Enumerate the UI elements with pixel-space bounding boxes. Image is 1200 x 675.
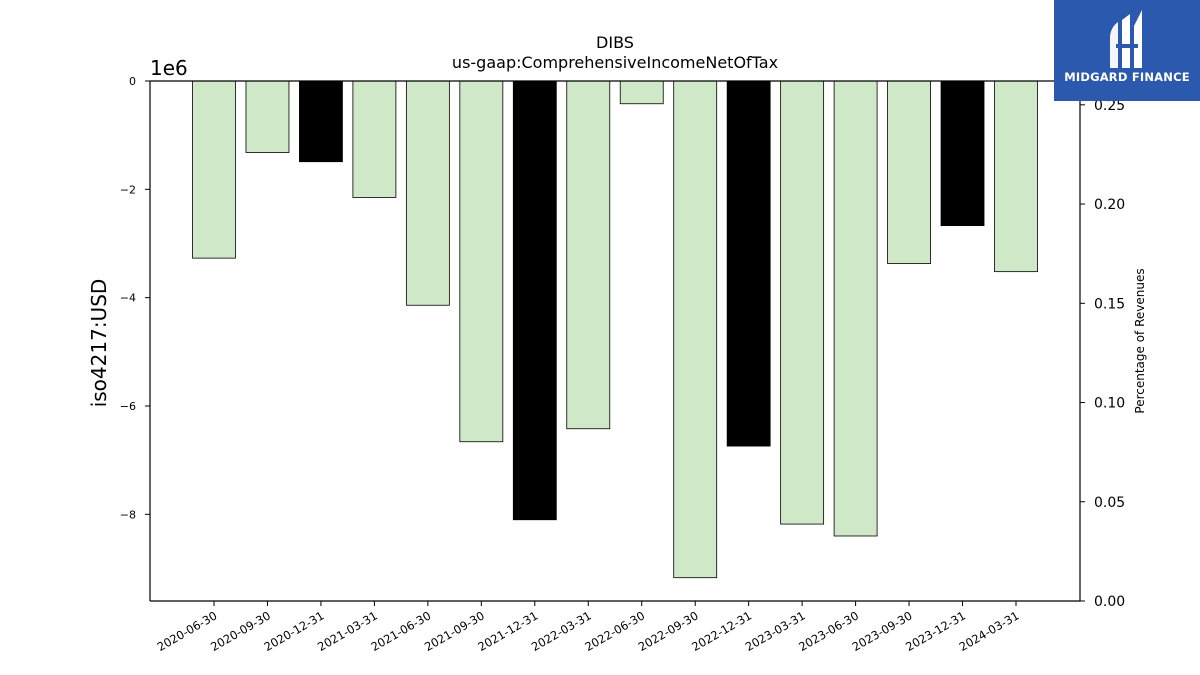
logo-text: MIDGARD FINANCE xyxy=(1064,70,1190,84)
x-tick-label: 2024-03-31 xyxy=(957,608,1022,654)
bar xyxy=(245,80,290,153)
bar xyxy=(352,80,397,198)
x-tick-label: 2022-12-31 xyxy=(689,608,754,654)
bar xyxy=(887,80,931,264)
y2-tick-label: 0.20 xyxy=(1094,197,1125,213)
midgard-mark-icon xyxy=(1110,10,1142,68)
x-tick-label: 2021-06-30 xyxy=(368,608,433,654)
chart-subtitle: us-gaap:ComprehensiveIncomeNetOfTax xyxy=(452,53,778,72)
x-tick-label: 2020-06-30 xyxy=(155,608,220,654)
y-tick-label: −4 xyxy=(120,292,136,305)
bar xyxy=(780,80,825,525)
bar xyxy=(192,80,236,259)
y2-axis-label: Percentage of Revenues xyxy=(1133,268,1147,413)
x-tick-label: 2020-12-31 xyxy=(262,608,327,654)
y-tick-label: −2 xyxy=(120,183,136,196)
y-offset-label: 1e6 xyxy=(150,56,188,80)
bar xyxy=(994,80,1038,273)
y2-tick-label: 0.15 xyxy=(1094,296,1125,312)
x-tick-label: 2021-09-30 xyxy=(422,608,487,654)
x-tick-label: 2023-09-30 xyxy=(850,608,915,654)
x-tick-label: 2023-12-31 xyxy=(903,608,968,654)
bar xyxy=(673,80,718,579)
bar xyxy=(405,80,450,306)
y2-tick-label: 0.05 xyxy=(1094,495,1125,511)
x-tick-label: 2021-03-31 xyxy=(315,608,380,654)
bar xyxy=(833,80,878,537)
y-tick-label: −6 xyxy=(120,400,136,413)
y-axis-label: iso4217:USD xyxy=(87,279,111,408)
chart-title: DIBS xyxy=(596,33,634,52)
x-tick-label: 2023-03-31 xyxy=(743,608,808,654)
bar xyxy=(566,80,611,430)
y2-tick-label: 0.00 xyxy=(1094,594,1125,610)
x-tick-label: 2022-06-30 xyxy=(582,608,647,654)
x-tick-label: 2022-03-31 xyxy=(529,608,594,654)
x-tick-label: 2022-09-30 xyxy=(636,608,701,654)
y2-tick-label: 0.25 xyxy=(1094,98,1125,114)
x-tick-label: 2020-09-30 xyxy=(208,608,273,654)
y2-tick-label: 0.10 xyxy=(1094,396,1125,412)
brand-logo: MIDGARD FINANCE xyxy=(1054,0,1200,101)
x-tick-label: 2023-06-30 xyxy=(796,608,861,654)
bar xyxy=(726,80,771,447)
bar xyxy=(459,80,504,443)
bar xyxy=(512,80,557,521)
bar xyxy=(940,80,985,227)
bar xyxy=(299,80,343,163)
y-tick-label: 0 xyxy=(129,75,136,88)
y-tick-label: −8 xyxy=(120,508,136,521)
bar xyxy=(619,80,664,105)
x-tick-label: 2021-12-31 xyxy=(475,608,540,654)
